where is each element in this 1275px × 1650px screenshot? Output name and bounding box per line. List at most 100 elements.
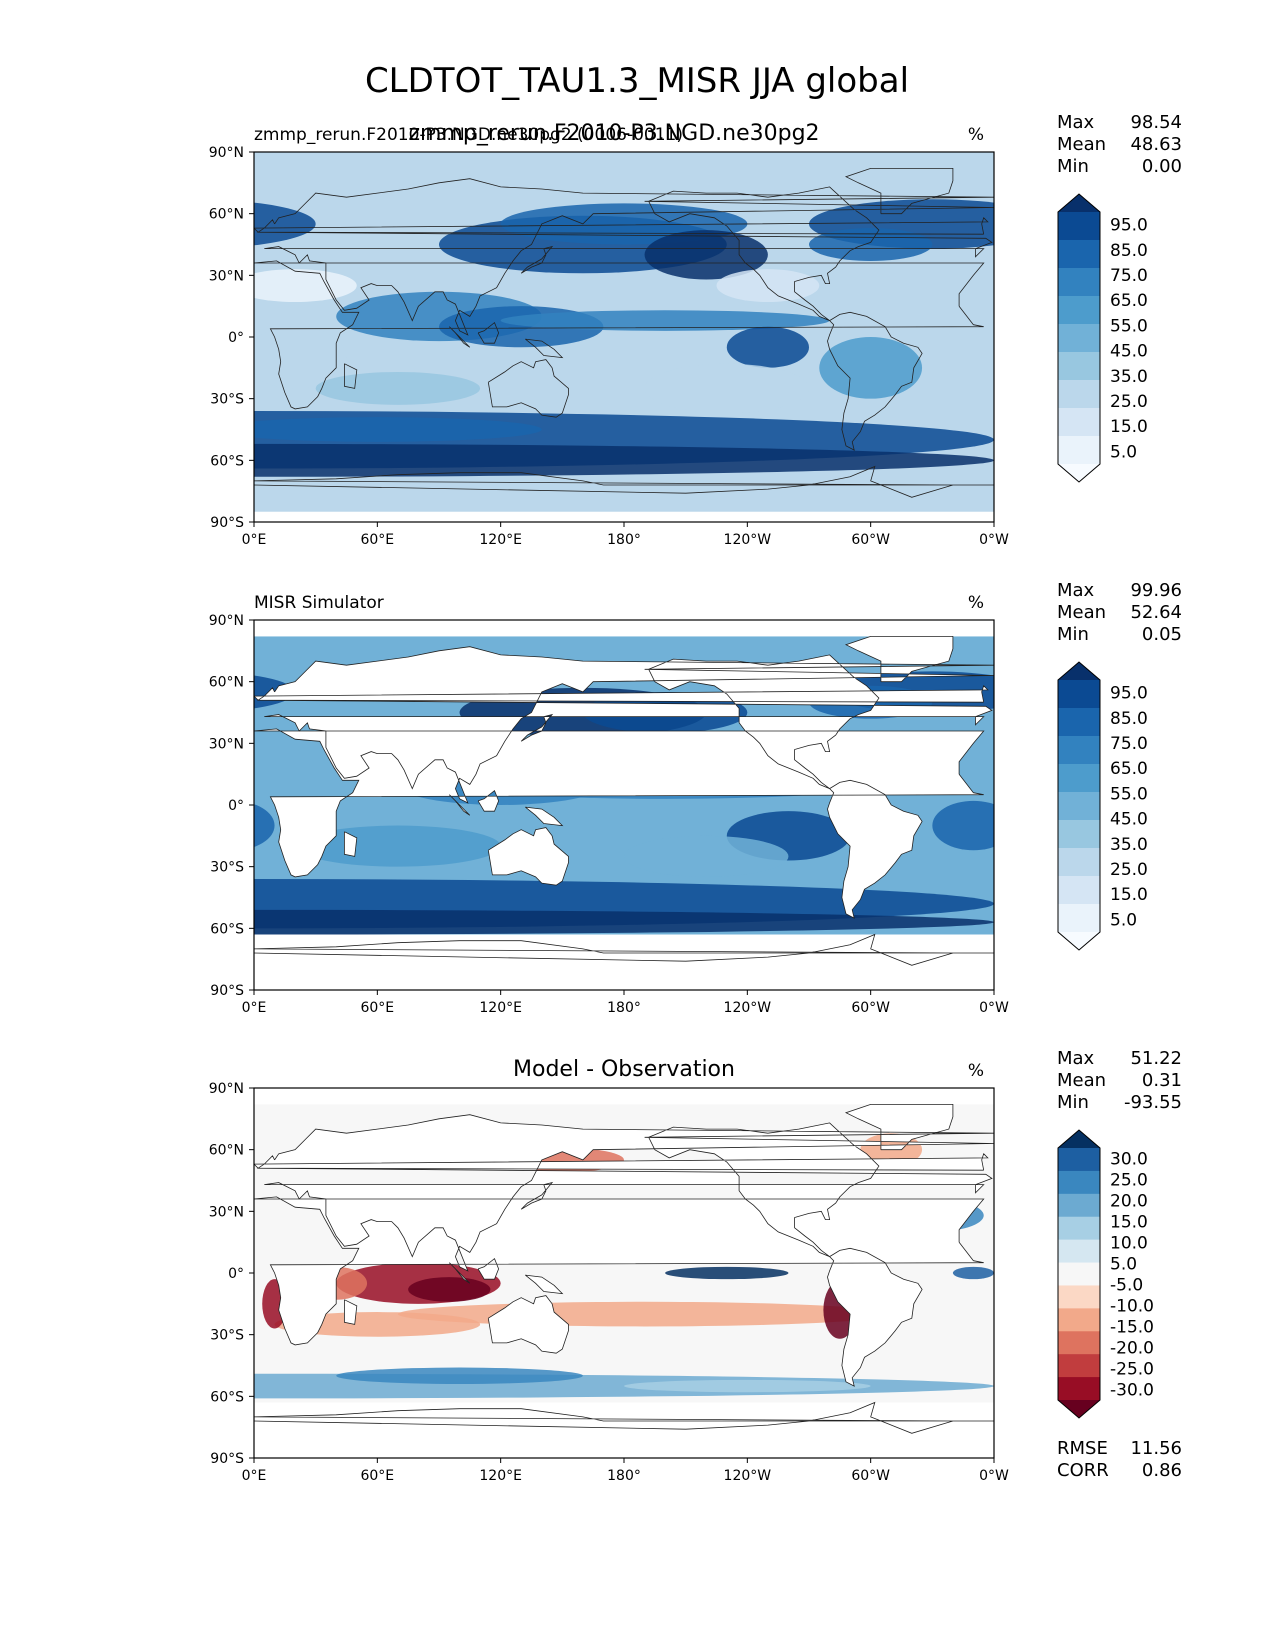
- colorbar-extend-top: [1058, 1130, 1100, 1148]
- land-mask: [254, 636, 994, 966]
- colorbar-outline: [1057, 193, 1101, 483]
- colorbar-tick-label: -5.0: [1110, 1276, 1143, 1296]
- colorbar-segment: [1058, 324, 1100, 353]
- stat-label-mean: Mean: [1057, 1070, 1106, 1091]
- lon-tick-label: 120°W: [724, 532, 772, 548]
- lat-tick-label: 90°S: [210, 1451, 244, 1467]
- stat-value-max: 51.22: [1130, 1048, 1182, 1069]
- lat-tick-label: 30°N: [209, 268, 244, 284]
- colorbar-tick-label: -20.0: [1110, 1339, 1154, 1359]
- lat-tick-label: 30°N: [209, 736, 244, 752]
- colorbar-tick-label: 15.0: [1110, 417, 1148, 437]
- field-blob: [254, 202, 316, 246]
- field-blob: [254, 909, 994, 935]
- colorbar: 95.0 85.0 75.0 65.0 55.0 45.0 35.0 25.0 15.0 5.0: [1057, 193, 1148, 483]
- field-blob: [952, 1266, 994, 1280]
- lon-tick-label: 60°E: [360, 1000, 394, 1016]
- colorbar-segment: [1058, 876, 1100, 905]
- coastlines: [254, 1104, 994, 1434]
- field-blob: [624, 1379, 871, 1393]
- field-blob: [254, 675, 296, 709]
- lon-tick-label: 0°E: [242, 1000, 267, 1016]
- colorbar-segment: [1058, 1170, 1100, 1195]
- figure-title: CLDTOT_TAU1.3_MISR JJA global: [365, 61, 909, 101]
- colorbar-segment: [1058, 1285, 1100, 1309]
- colorbar-extend-top: [1058, 194, 1100, 212]
- lat-tick-label: 30°S: [210, 860, 244, 876]
- colorbar-segment: [1058, 848, 1100, 877]
- lat-tick-label: 30°N: [209, 1204, 244, 1220]
- lon-tick-label: 120°W: [724, 1468, 772, 1484]
- colorbar-segment: [1058, 296, 1100, 325]
- stat-label-corr: CORR: [1057, 1460, 1109, 1481]
- lon-tick-label: 60°E: [360, 532, 394, 548]
- colorbar-tick-label: 25.0: [1110, 860, 1148, 880]
- panel-center-title: zmmp_rerun.F2010-P3.NGD.ne30pg2: [408, 121, 819, 146]
- colorbar-extend-top: [1058, 662, 1100, 680]
- map-panel-3: 90°N 60°N 30°N 0° 30°S 60°S 90°S0°E 60°E 120°E 18…: [209, 1048, 1182, 1484]
- colorbar: 95.0 85.0 75.0 65.0 55.0 45.0 35.0 25.0 15.0 5.0: [1057, 661, 1148, 951]
- lat-tick-label: 0°: [228, 798, 244, 814]
- field-layer: [254, 1104, 994, 1434]
- colorbar-tick-label: 75.0: [1110, 734, 1148, 754]
- stat-value-max: 99.96: [1130, 580, 1182, 601]
- colorbar-tick-label: -30.0: [1110, 1381, 1154, 1401]
- colorbar-tick-label: 95.0: [1110, 684, 1148, 704]
- colorbar-segment: [1058, 1262, 1100, 1286]
- colorbar-segment: [1058, 436, 1100, 465]
- colorbar-segment: [1058, 792, 1100, 821]
- colorbar-tick-label: 25.0: [1110, 392, 1148, 412]
- lat-tick-label: 0°: [228, 1266, 244, 1282]
- colorbar-segment: [1058, 680, 1100, 709]
- panel-left-title: MISR Simulator: [254, 593, 384, 613]
- lon-tick-label: 60°W: [851, 532, 890, 548]
- lon-tick-label: 0°W: [979, 532, 1009, 548]
- panel-left-title: zmmp_rerun.F2010-P3.NGD.ne30pg2 (0006-00…: [254, 125, 683, 145]
- lon-tick-label: 120°W: [724, 1000, 772, 1016]
- colorbar-outline: [1057, 661, 1101, 951]
- colorbar-segment: [1058, 1148, 1100, 1172]
- field-blob: [644, 363, 809, 414]
- panel-center-title: Model - Observation: [513, 1057, 735, 1082]
- field-blob: [665, 1266, 789, 1280]
- colorbar-tick-label: 35.0: [1110, 835, 1148, 855]
- colorbar-tick-label: 5.0: [1110, 442, 1137, 462]
- lat-tick-label: 60°S: [210, 1389, 244, 1405]
- colorbar-segment: [1058, 1377, 1100, 1401]
- colorbar-segment: [1058, 736, 1100, 765]
- stat-value-min: 0.05: [1142, 624, 1182, 645]
- field-blob: [254, 417, 542, 442]
- colorbar-extend-bottom: [1058, 1400, 1100, 1418]
- stat-value-mean: 52.64: [1130, 602, 1182, 623]
- stat-label-max: Max: [1057, 1048, 1095, 1069]
- coastlines: [254, 168, 994, 498]
- colorbar-segment: [1058, 1331, 1100, 1355]
- colorbar-segment: [1058, 764, 1100, 793]
- lon-tick-label: 120°E: [479, 1468, 522, 1484]
- field-blob: [644, 230, 768, 280]
- map-panel-2: 90°N 60°N 30°N 0° 30°S 60°S 90°S0°E 60°E 120°E 18…: [209, 580, 1182, 1016]
- colorbar-extend-bottom: [1058, 464, 1100, 482]
- lat-tick-label: 60°N: [209, 1143, 244, 1159]
- stat-value-min: -93.55: [1124, 1092, 1182, 1113]
- lat-tick-label: 90°N: [209, 145, 244, 161]
- colorbar: 30.025.020.015.010.05.0-5.0-10.0-15.0-20…: [1057, 1129, 1154, 1419]
- panel-units: %: [968, 125, 984, 145]
- lon-tick-label: 60°W: [851, 1468, 890, 1484]
- colorbar-tick-label: 25.0: [1110, 1171, 1148, 1191]
- field-blob: [408, 1277, 491, 1302]
- colorbar-tick-label: 15.0: [1110, 1213, 1148, 1233]
- colorbar-segment: [1058, 1239, 1100, 1264]
- colorbar-segment: [1058, 240, 1100, 269]
- colorbar-segment: [1058, 1193, 1100, 1218]
- lat-tick-label: 0°: [228, 330, 244, 346]
- field-blob: [809, 228, 933, 261]
- lat-tick-label: 90°N: [209, 1081, 244, 1097]
- field-blob: [315, 371, 481, 405]
- field-layer: [254, 636, 994, 966]
- colorbar-segment: [1058, 820, 1100, 849]
- field-blob: [274, 1312, 481, 1337]
- colorbar-segment: [1058, 212, 1100, 241]
- colorbar-tick-label: 65.0: [1110, 759, 1148, 779]
- colorbar-tick-label: 20.0: [1110, 1192, 1148, 1212]
